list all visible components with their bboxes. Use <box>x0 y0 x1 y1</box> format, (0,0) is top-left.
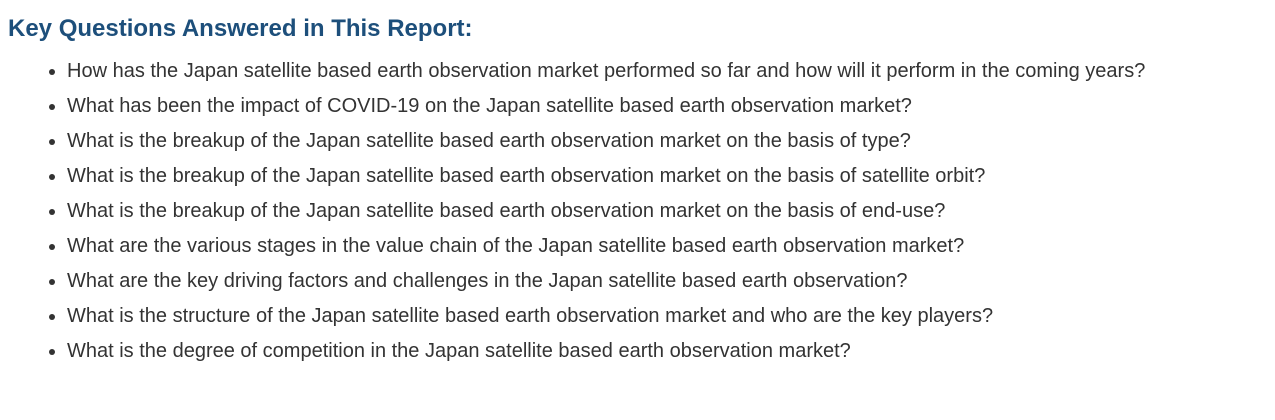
question-item: What is the structure of the Japan satel… <box>8 299 1263 334</box>
question-item: What is the breakup of the Japan satelli… <box>8 194 1263 229</box>
question-item: What has been the impact of COVID-19 on … <box>8 89 1263 124</box>
question-item: What is the breakup of the Japan satelli… <box>8 124 1263 159</box>
question-item: How has the Japan satellite based earth … <box>8 55 1263 89</box>
question-item: What is the degree of competition in the… <box>8 334 1263 369</box>
question-item: What is the breakup of the Japan satelli… <box>8 159 1263 194</box>
section-heading: Key Questions Answered in This Report: <box>8 15 473 42</box>
questions-list: How has the Japan satellite based earth … <box>8 55 1263 369</box>
question-item: What are the various stages in the value… <box>8 229 1263 264</box>
question-item: What are the key driving factors and cha… <box>8 264 1263 299</box>
